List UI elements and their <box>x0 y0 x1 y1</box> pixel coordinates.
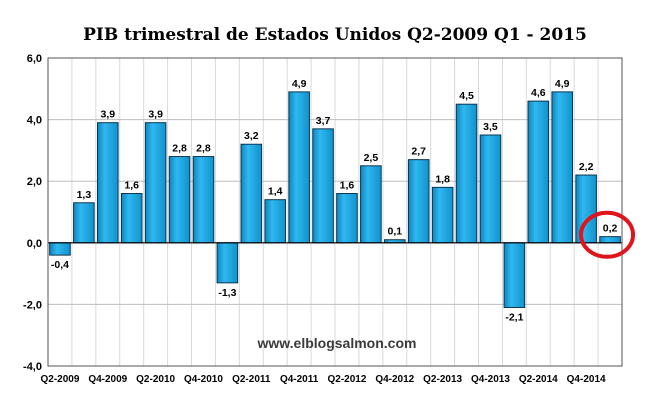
data-label: 3,7 <box>316 115 331 127</box>
data-label: 2,8 <box>172 143 187 155</box>
bar <box>431 186 454 244</box>
x-tick-label: Q4-2014 <box>567 374 606 385</box>
x-tick-label: Q4-2013 <box>471 374 510 385</box>
x-tick-label: Q4-2010 <box>184 374 223 385</box>
bar <box>73 202 95 244</box>
data-label: 3,9 <box>148 109 163 121</box>
data-label: 3,2 <box>244 130 259 142</box>
y-tick-label: -4,0 <box>23 361 42 373</box>
bar <box>192 156 215 244</box>
plot-frame <box>47 57 623 367</box>
bar <box>216 242 239 284</box>
bar <box>49 242 71 256</box>
bar <box>336 193 358 244</box>
data-label: -0,4 <box>51 259 69 271</box>
data-label: 4,5 <box>459 90 474 102</box>
watermark-text: www.elblogsalmon.com <box>257 335 417 351</box>
bar <box>455 103 478 244</box>
chart-title: PIB trimestral de Estados Unidos Q2-2009… <box>83 25 587 45</box>
data-label: 3,5 <box>483 121 498 133</box>
data-label: -1,3 <box>218 287 236 299</box>
bar <box>168 156 191 244</box>
bar <box>288 91 310 244</box>
bar <box>503 242 526 308</box>
data-label: 1,4 <box>268 186 283 198</box>
y-tick-label: 0,0 <box>27 238 42 250</box>
x-tick-label: Q2-2009 <box>40 374 79 385</box>
x-tick-label: Q4-2012 <box>375 374 414 385</box>
x-tick-label: Q4-2009 <box>88 374 127 385</box>
bar <box>551 91 573 244</box>
bar <box>575 174 597 244</box>
x-tick-label: Q2-2014 <box>519 374 558 385</box>
data-label: 2,5 <box>364 152 379 164</box>
data-label: 0,1 <box>387 226 402 238</box>
bar <box>264 199 286 244</box>
x-tick-label: Q4-2011 <box>280 374 319 385</box>
x-tick-label: Q2-2010 <box>136 374 175 385</box>
plot-area: 6,0 4,0 2,0 0,0 -2,0 -4,0 -0,4 1,3 3,9 1,6 3,9 2,8 2… <box>23 53 636 385</box>
bar <box>479 134 502 244</box>
bar <box>360 165 382 244</box>
data-label: 4,6 <box>531 87 546 99</box>
y-tick-label: -2,0 <box>23 299 42 311</box>
highlight-circle <box>579 210 636 259</box>
data-label: 3,9 <box>100 109 115 121</box>
data-label: 1,8 <box>435 173 450 185</box>
bar <box>407 159 430 244</box>
y-tick-label: 6,0 <box>27 53 42 65</box>
data-label: 2,2 <box>579 161 594 173</box>
data-label: 2,8 <box>196 143 211 155</box>
data-label: 4,9 <box>292 78 307 90</box>
bar <box>144 122 167 244</box>
bar <box>599 236 621 244</box>
data-label: 4,9 <box>555 78 570 90</box>
data-label: 2,7 <box>411 146 426 158</box>
x-tick-label: Q2-2013 <box>423 374 462 385</box>
bar <box>97 122 119 244</box>
x-tick-label: Q2-2011 <box>232 374 271 385</box>
x-tick-label: Q2-2012 <box>327 374 366 385</box>
bar <box>240 143 263 244</box>
y-tick-label: 4,0 <box>27 115 42 127</box>
data-label: 0,2 <box>603 223 618 235</box>
bar <box>120 193 143 244</box>
bar <box>312 128 334 244</box>
y-tick-label: 2,0 <box>27 176 42 188</box>
data-label: 1,6 <box>124 180 139 192</box>
data-label: 1,6 <box>340 180 355 192</box>
bar <box>527 100 550 244</box>
data-label: 1,3 <box>77 189 92 201</box>
data-label: -2,1 <box>505 311 523 323</box>
